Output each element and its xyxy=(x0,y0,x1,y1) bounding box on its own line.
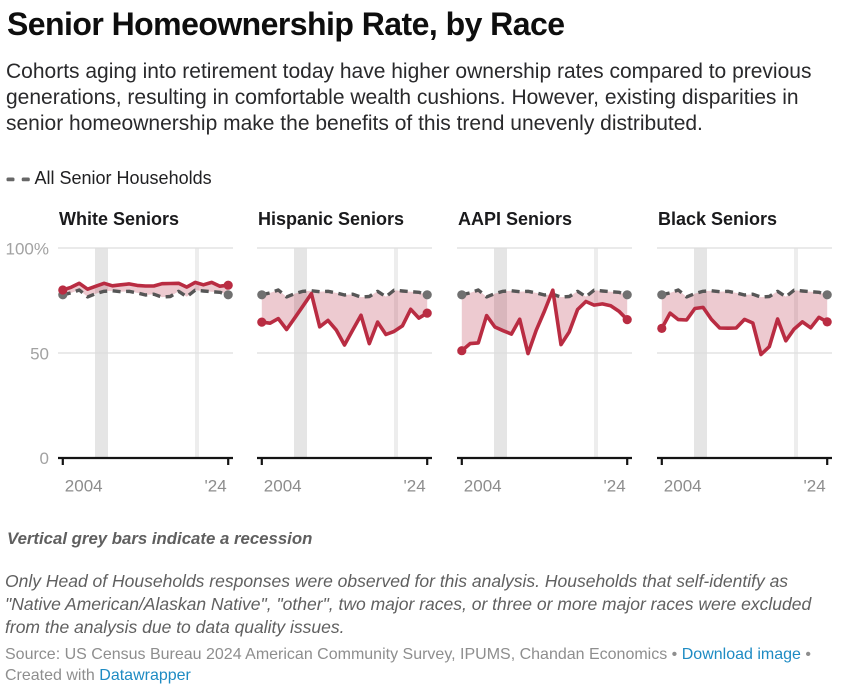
svg-text:'24: '24 xyxy=(604,477,626,496)
svg-text:'24: '24 xyxy=(205,477,227,496)
svg-text:2004: 2004 xyxy=(65,477,103,496)
svg-text:'24: '24 xyxy=(804,477,826,496)
svg-text:2004: 2004 xyxy=(464,477,502,496)
svg-text:0: 0 xyxy=(40,449,49,468)
svg-text:White Seniors: White Seniors xyxy=(59,209,179,229)
svg-text:Black Seniors: Black Seniors xyxy=(658,209,777,229)
svg-text:2004: 2004 xyxy=(264,477,302,496)
svg-text:AAPI Seniors: AAPI Seniors xyxy=(458,209,572,229)
svg-text:'24: '24 xyxy=(404,477,426,496)
svg-text:50: 50 xyxy=(30,345,49,364)
svg-text:100%: 100% xyxy=(6,240,49,259)
svg-text:All Senior Households: All Senior Households xyxy=(35,168,212,188)
svg-text:Hispanic Seniors: Hispanic Seniors xyxy=(258,209,404,229)
svg-text:2004: 2004 xyxy=(664,477,702,496)
